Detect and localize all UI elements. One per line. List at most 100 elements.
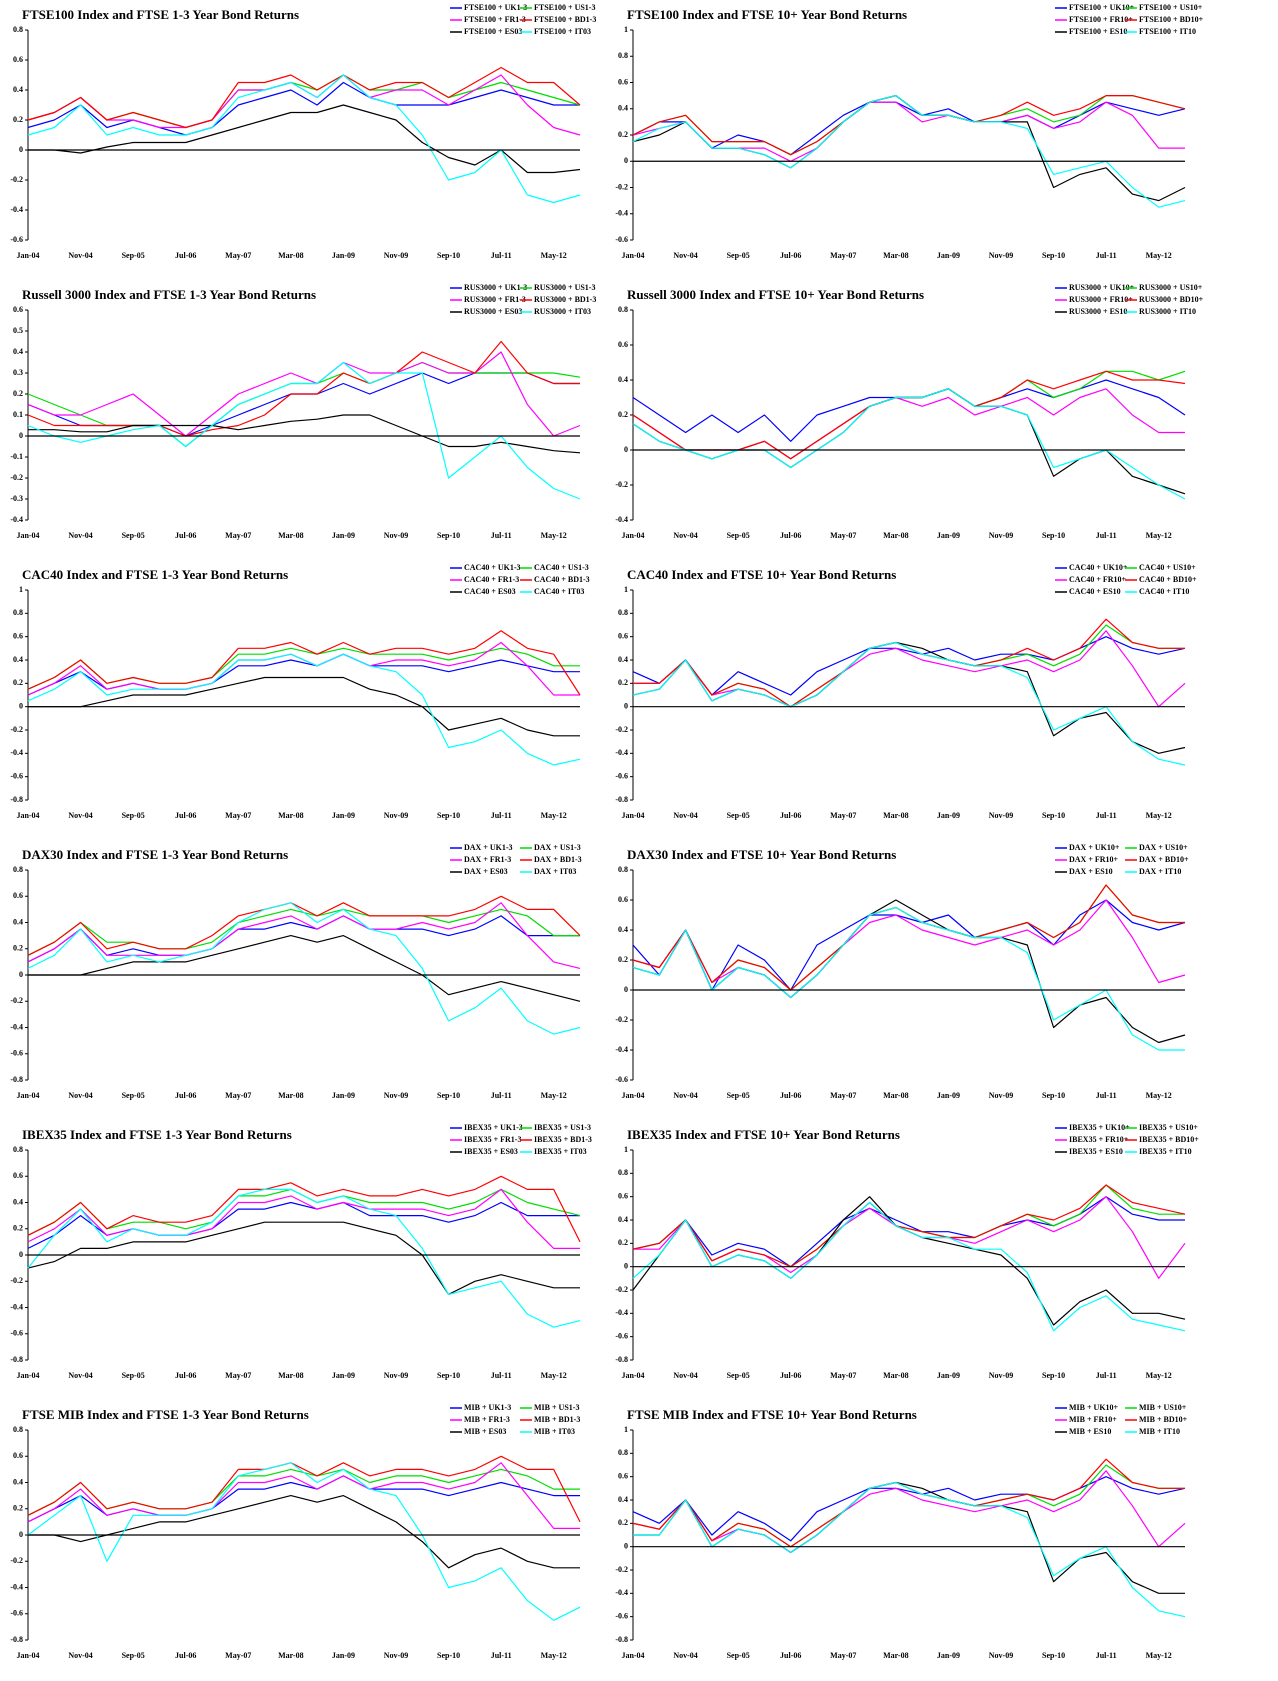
x-tick-label: Sep-05 bbox=[727, 531, 750, 540]
y-tick-label: -0.4 bbox=[10, 1302, 23, 1311]
x-tick-label: Mar-08 bbox=[883, 811, 908, 820]
y-tick-label: 0.4 bbox=[13, 1477, 23, 1486]
y-tick-label: -0.6 bbox=[615, 1611, 628, 1620]
x-tick-label: Nov-09 bbox=[989, 531, 1013, 540]
y-tick-label: 0.8 bbox=[618, 305, 628, 314]
x-tick-label: Nov-04 bbox=[673, 531, 697, 540]
x-tick-label: Mar-08 bbox=[883, 1091, 908, 1100]
y-tick-label: 0 bbox=[19, 145, 23, 154]
series-line bbox=[632, 899, 1186, 1044]
x-tick-label: Sep-10 bbox=[437, 1371, 460, 1380]
x-tick-label: May-07 bbox=[225, 251, 251, 260]
series-line bbox=[632, 1458, 1185, 1548]
y-tick-label: 0.4 bbox=[13, 655, 23, 664]
x-tick-label: Sep-10 bbox=[1042, 531, 1065, 540]
y-tick-label: -0.8 bbox=[10, 1075, 23, 1084]
series-line bbox=[632, 1470, 1186, 1554]
legend-label: CAC40 + IT10 bbox=[1139, 587, 1189, 596]
y-tick-label: 0.8 bbox=[618, 1448, 628, 1457]
legend-label: MIB + UK10+ bbox=[1069, 1403, 1119, 1412]
series-line bbox=[27, 81, 580, 136]
y-tick-label: 0.6 bbox=[618, 77, 628, 86]
series-line bbox=[632, 899, 1186, 999]
x-tick-label: Jan-09 bbox=[937, 531, 960, 540]
legend-label: RUS3000 + BD1-3 bbox=[534, 295, 596, 304]
y-tick-label: 0.4 bbox=[618, 104, 628, 113]
x-tick-label: Jul-06 bbox=[175, 811, 196, 820]
legend-label: RUS3000 + IT10 bbox=[1139, 307, 1196, 316]
series-line bbox=[27, 1462, 581, 1621]
x-tick-label: Sep-05 bbox=[727, 251, 750, 260]
y-tick-label: 1 bbox=[19, 585, 23, 594]
x-tick-label: Jan-09 bbox=[937, 1651, 960, 1660]
y-tick-label: -0.6 bbox=[10, 1049, 23, 1058]
x-tick-label: Jul-11 bbox=[491, 1091, 512, 1100]
x-tick-label: Sep-05 bbox=[122, 1371, 145, 1380]
x-tick-label: Nov-04 bbox=[68, 1091, 92, 1100]
y-tick-label: -0.8 bbox=[615, 1635, 628, 1644]
y-tick-label: 0.2 bbox=[13, 389, 23, 398]
series-line bbox=[27, 915, 580, 963]
legend-label: IBEX35 + US10+ bbox=[1139, 1123, 1198, 1132]
y-tick-label: 0.6 bbox=[618, 1471, 628, 1480]
y-tick-label: 0.4 bbox=[618, 925, 628, 934]
series-line bbox=[633, 1196, 1186, 1279]
legend-label: FTSE100 + UK10+ bbox=[1069, 3, 1135, 12]
y-tick-label: -0.6 bbox=[10, 235, 23, 244]
legend-label: DAX + US10+ bbox=[1139, 843, 1188, 852]
y-tick-label: 1 bbox=[624, 25, 628, 34]
y-tick-label: 0 bbox=[624, 1261, 628, 1270]
x-tick-label: Sep-10 bbox=[1042, 1651, 1065, 1660]
legend-label: FTSE100 + BD10+ bbox=[1139, 15, 1204, 24]
x-tick-label: Nov-04 bbox=[673, 1651, 697, 1660]
series-line bbox=[632, 1201, 1186, 1332]
x-tick-label: Nov-04 bbox=[68, 1651, 92, 1660]
y-tick-label: 0 bbox=[624, 156, 628, 165]
series-line bbox=[27, 1201, 580, 1249]
x-tick-label: Nov-04 bbox=[68, 1371, 92, 1380]
y-tick-label: -0.4 bbox=[615, 1045, 628, 1054]
legend-label: FTSE100 + UK1-3 bbox=[464, 3, 527, 12]
y-tick-label: -0.8 bbox=[10, 795, 23, 804]
y-tick-label: 0.4 bbox=[618, 1215, 628, 1224]
x-tick-label: May-12 bbox=[1146, 1651, 1172, 1660]
y-tick-label: 0.2 bbox=[13, 115, 23, 124]
chart-panel: FTSE100 Index and FTSE 1-3 Year Bond Ret… bbox=[10, 3, 596, 260]
legend-label: FTSE100 + ES03 bbox=[464, 27, 522, 36]
y-tick-label: -0.8 bbox=[10, 1635, 23, 1644]
x-tick-label: May-12 bbox=[541, 1371, 567, 1380]
legend-label: MIB + BD1-3 bbox=[534, 1415, 580, 1424]
chart-title: CAC40 Index and FTSE 10+ Year Bond Retur… bbox=[627, 567, 896, 582]
x-tick-label: Jul-11 bbox=[491, 1651, 512, 1660]
legend-label: MIB + FR10+ bbox=[1069, 1415, 1117, 1424]
y-tick-label: 0.3 bbox=[13, 368, 23, 377]
series-line bbox=[632, 906, 1185, 1051]
x-tick-label: Jan-04 bbox=[16, 1651, 39, 1660]
series-line bbox=[632, 884, 1185, 991]
x-tick-label: May-07 bbox=[225, 1651, 251, 1660]
legend-label: IBEX35 + ES03 bbox=[464, 1147, 518, 1156]
series-line bbox=[28, 1495, 580, 1569]
legend-label: CAC40 + FR1-3 bbox=[464, 575, 519, 584]
x-tick-label: Sep-10 bbox=[437, 1651, 460, 1660]
y-tick-label: 0.8 bbox=[13, 608, 23, 617]
x-tick-label: Jul-11 bbox=[1096, 251, 1117, 260]
y-tick-label: 0.8 bbox=[13, 1145, 23, 1154]
x-tick-label: Nov-09 bbox=[384, 1091, 408, 1100]
series-line bbox=[632, 101, 1185, 162]
y-tick-label: -0.4 bbox=[10, 1582, 23, 1591]
series-line bbox=[27, 1175, 581, 1243]
x-tick-label: May-07 bbox=[225, 1371, 251, 1380]
series-line bbox=[27, 361, 581, 500]
chart-panel: FTSE MIB Index and FTSE 10+ Year Bond Re… bbox=[615, 1403, 1187, 1660]
y-tick-label: -0.2 bbox=[615, 1015, 628, 1024]
series-line bbox=[27, 630, 581, 696]
legend-label: DAX + BD1-3 bbox=[534, 855, 582, 864]
legend-label: MIB + ES10 bbox=[1069, 1427, 1111, 1436]
y-tick-label: -0.6 bbox=[10, 1609, 23, 1618]
x-tick-label: May-12 bbox=[1146, 531, 1172, 540]
y-tick-label: 0.2 bbox=[618, 410, 628, 419]
y-tick-label: -0.2 bbox=[615, 480, 628, 489]
x-tick-label: Nov-04 bbox=[673, 251, 697, 260]
y-tick-label: -0.6 bbox=[10, 771, 23, 780]
